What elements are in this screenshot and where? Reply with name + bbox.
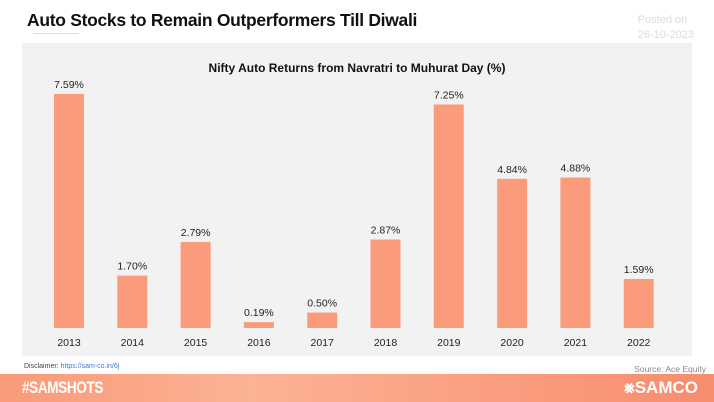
brand-name: SAMCO — [634, 378, 698, 397]
disclaimer-label: Disclaimer: — [24, 363, 59, 370]
disclaimer: Disclaimer: https://sam-co.in/6j — [24, 363, 119, 370]
bar-2014 — [117, 275, 148, 328]
x-tick-label: 2018 — [374, 337, 398, 349]
title-underline — [33, 33, 79, 34]
data-label: 2.79% — [181, 227, 211, 239]
data-label: 7.59% — [54, 79, 84, 91]
bar-2019 — [433, 104, 464, 329]
bar-2022 — [623, 278, 654, 328]
x-tick-label: 2019 — [437, 337, 461, 349]
posted-info: Posted on 26-10-2023 — [638, 13, 694, 43]
bar-2016 — [243, 322, 274, 328]
data-label: 2.87% — [371, 225, 401, 237]
data-label: 4.88% — [561, 163, 591, 175]
bar-2020 — [497, 178, 528, 328]
x-tick-label: 2016 — [247, 337, 271, 349]
data-label: 7.25% — [434, 89, 464, 101]
samco-logo: ⨳SAMCO — [624, 378, 698, 398]
posted-label: Posted on — [637, 14, 688, 26]
x-tick-label: 2013 — [57, 337, 81, 349]
source-note: Source: Ace Equity — [634, 364, 706, 374]
bar-2013 — [54, 94, 84, 328]
chart-title: Nifty Auto Returns from Navratri to Muhu… — [209, 61, 506, 75]
samco-mark-icon: ⨳ — [624, 378, 635, 397]
bar-2018 — [370, 239, 401, 328]
bar-2021 — [560, 177, 591, 328]
x-tick-label: 2014 — [121, 337, 145, 349]
x-tick-label: 2020 — [500, 337, 524, 349]
x-tick-label: 2022 — [627, 337, 651, 349]
bar-2017 — [307, 312, 338, 328]
data-label: 4.84% — [497, 164, 527, 176]
data-label: 0.19% — [244, 307, 274, 319]
x-tick-label: 2015 — [184, 337, 208, 349]
footer-banner: #SAMSHOTS ⨳SAMCO — [0, 374, 714, 402]
posted-date: 26-10-2023 — [637, 29, 694, 41]
data-label: 1.59% — [624, 264, 654, 276]
x-tick-label: 2017 — [311, 337, 335, 349]
data-label: 1.70% — [117, 261, 147, 273]
disclaimer-link[interactable]: https://sam-co.in/6j — [60, 363, 120, 370]
hashtag: #SAMSHOTS — [22, 378, 104, 397]
page-title: Auto Stocks to Remain Outperformers Till… — [27, 10, 418, 30]
data-label: 0.50% — [307, 298, 337, 310]
bar-2015 — [180, 241, 211, 328]
x-tick-label: 2021 — [564, 337, 588, 349]
